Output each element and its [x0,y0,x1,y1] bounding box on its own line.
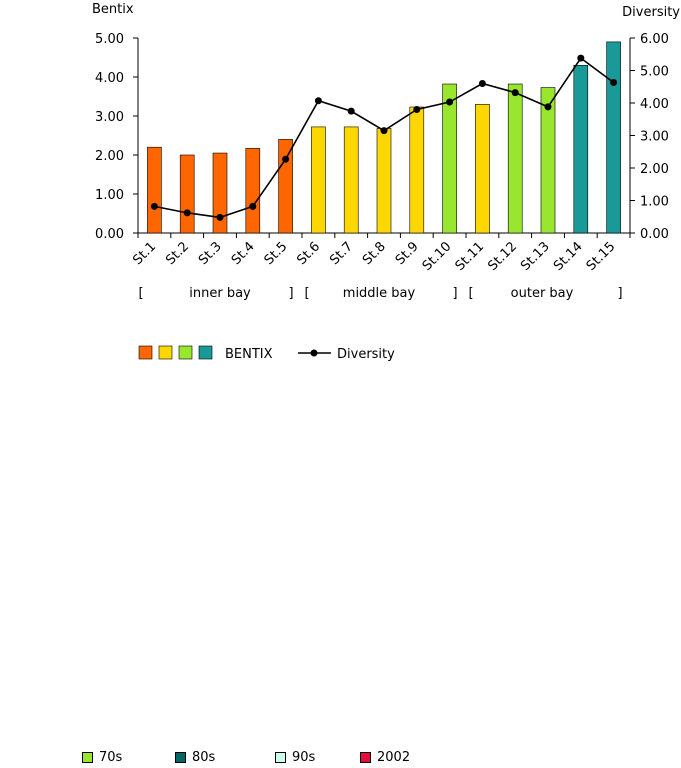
left-y-tick-label: 3.00 [95,110,124,125]
legend-swatch-70s [82,752,93,763]
diversity-point [577,54,585,62]
legend-label-80s: 80s [192,750,216,765]
legend-swatch-80s [175,752,186,763]
right-y-tick-label: 4.00 [640,97,669,112]
diversity-point [544,103,552,111]
bentix-bar [311,126,326,234]
group-label: middle bay [343,286,416,301]
legend-swatch-2002 [360,752,371,763]
legend-label-70s: 70s [99,750,123,765]
diversity-point [380,127,388,135]
bentix-bar [573,65,589,234]
diversity-point [183,209,191,217]
right-y-tick-label: 0.00 [640,227,669,242]
legend-diversity-marker [310,349,318,357]
x-tick-label: St.14 [551,239,586,274]
left-y-tick-label: 1.00 [95,188,124,203]
x-tick-label: St.13 [518,239,553,274]
bentix-bar [147,146,162,234]
diversity-point [478,80,486,87]
x-tick-label: St.11 [453,239,488,274]
group-label: inner bay [189,286,251,301]
x-tick-label: St.8 [360,239,389,268]
diversity-point [150,202,158,210]
diversity-line-group [150,54,618,221]
bentix-bar [212,152,228,234]
legend-swatch-90s [275,752,286,763]
x-tick-label: St.9 [393,239,422,268]
legend-label-2002: 2002 [377,750,411,765]
legend-bentix-swatch [178,345,193,360]
legend-label-90s: 90s [292,750,316,765]
bentix-bar [507,83,523,234]
x-tick-label: St.3 [196,239,225,268]
bottom-legend-item: 2002 [360,750,410,765]
bentix-bar [376,128,392,234]
diversity-point [314,97,322,105]
bentix-bar [179,154,195,234]
diversity-point [249,202,257,210]
right-y-tick-label: 1.00 [640,195,669,210]
bottom-legend-item: 90s [275,750,315,765]
diversity-point [446,98,454,106]
diversity-point [347,107,355,115]
left-y-tick-label: 0.00 [95,227,124,242]
group-bracket-close: ] [452,286,457,301]
bentix-bar [475,104,490,234]
bentix-bar [278,139,293,234]
bentix-bar [343,126,359,234]
group-bracket-open: [ [138,286,143,301]
legend-diversity-label: Diversity [337,347,395,362]
left-y-tick-label: 5.00 [95,32,124,47]
x-tick-label: St.10 [420,239,455,274]
right-axis-title: Diversity [622,5,680,20]
bottom-legend-item: 70s [82,750,122,765]
chart-legend: BENTIX Diversity [138,345,395,362]
legend-bentix-swatch [138,345,153,360]
diversity-point [282,155,290,163]
x-tick-label: St.6 [294,239,323,268]
right-y-tick-label: 3.00 [640,130,669,145]
group-bracket-close: ] [617,286,622,301]
right-y-tick-label: 6.00 [640,32,669,47]
bentix-bar [540,87,556,234]
legend-bentix-label: BENTIX [225,347,273,362]
x-tick-label: St.5 [262,239,291,268]
right-y-tick-label: 2.00 [640,162,669,177]
bottom-legend-item: 80s [175,750,215,765]
group-bracket-close: ] [288,286,293,301]
x-tick-label: St.1 [130,239,159,268]
x-tick-label: St.2 [163,239,192,268]
group-bracket-open: [ [468,286,473,301]
diversity-point [511,89,519,97]
group-label: outer bay [511,286,574,301]
diversity-point [216,213,224,221]
diversity-point [413,106,421,113]
left-y-tick-label: 4.00 [95,71,124,86]
bay-group-labels: [] [] [] inner bay middle bay outer bay [138,286,622,301]
group-bracket-open: [ [304,286,309,301]
bentix-bar [606,41,621,234]
legend-bentix-swatch [158,345,173,360]
bentix-bars [147,41,621,234]
bentix-bar [442,83,457,234]
legend-bentix-swatch [198,345,213,360]
x-tick-label: St.15 [584,239,619,274]
x-tick-label: St.4 [229,239,258,268]
left-y-tick-label: 2.00 [95,149,124,164]
x-tick-label: St.12 [485,239,520,274]
bentix-bar [409,106,425,234]
bentix-bar [245,148,261,234]
diversity-point [610,79,618,87]
right-y-tick-label: 5.00 [640,65,669,80]
x-tick-label: St.7 [327,239,356,268]
left-axis-title: Bentix [92,2,134,17]
